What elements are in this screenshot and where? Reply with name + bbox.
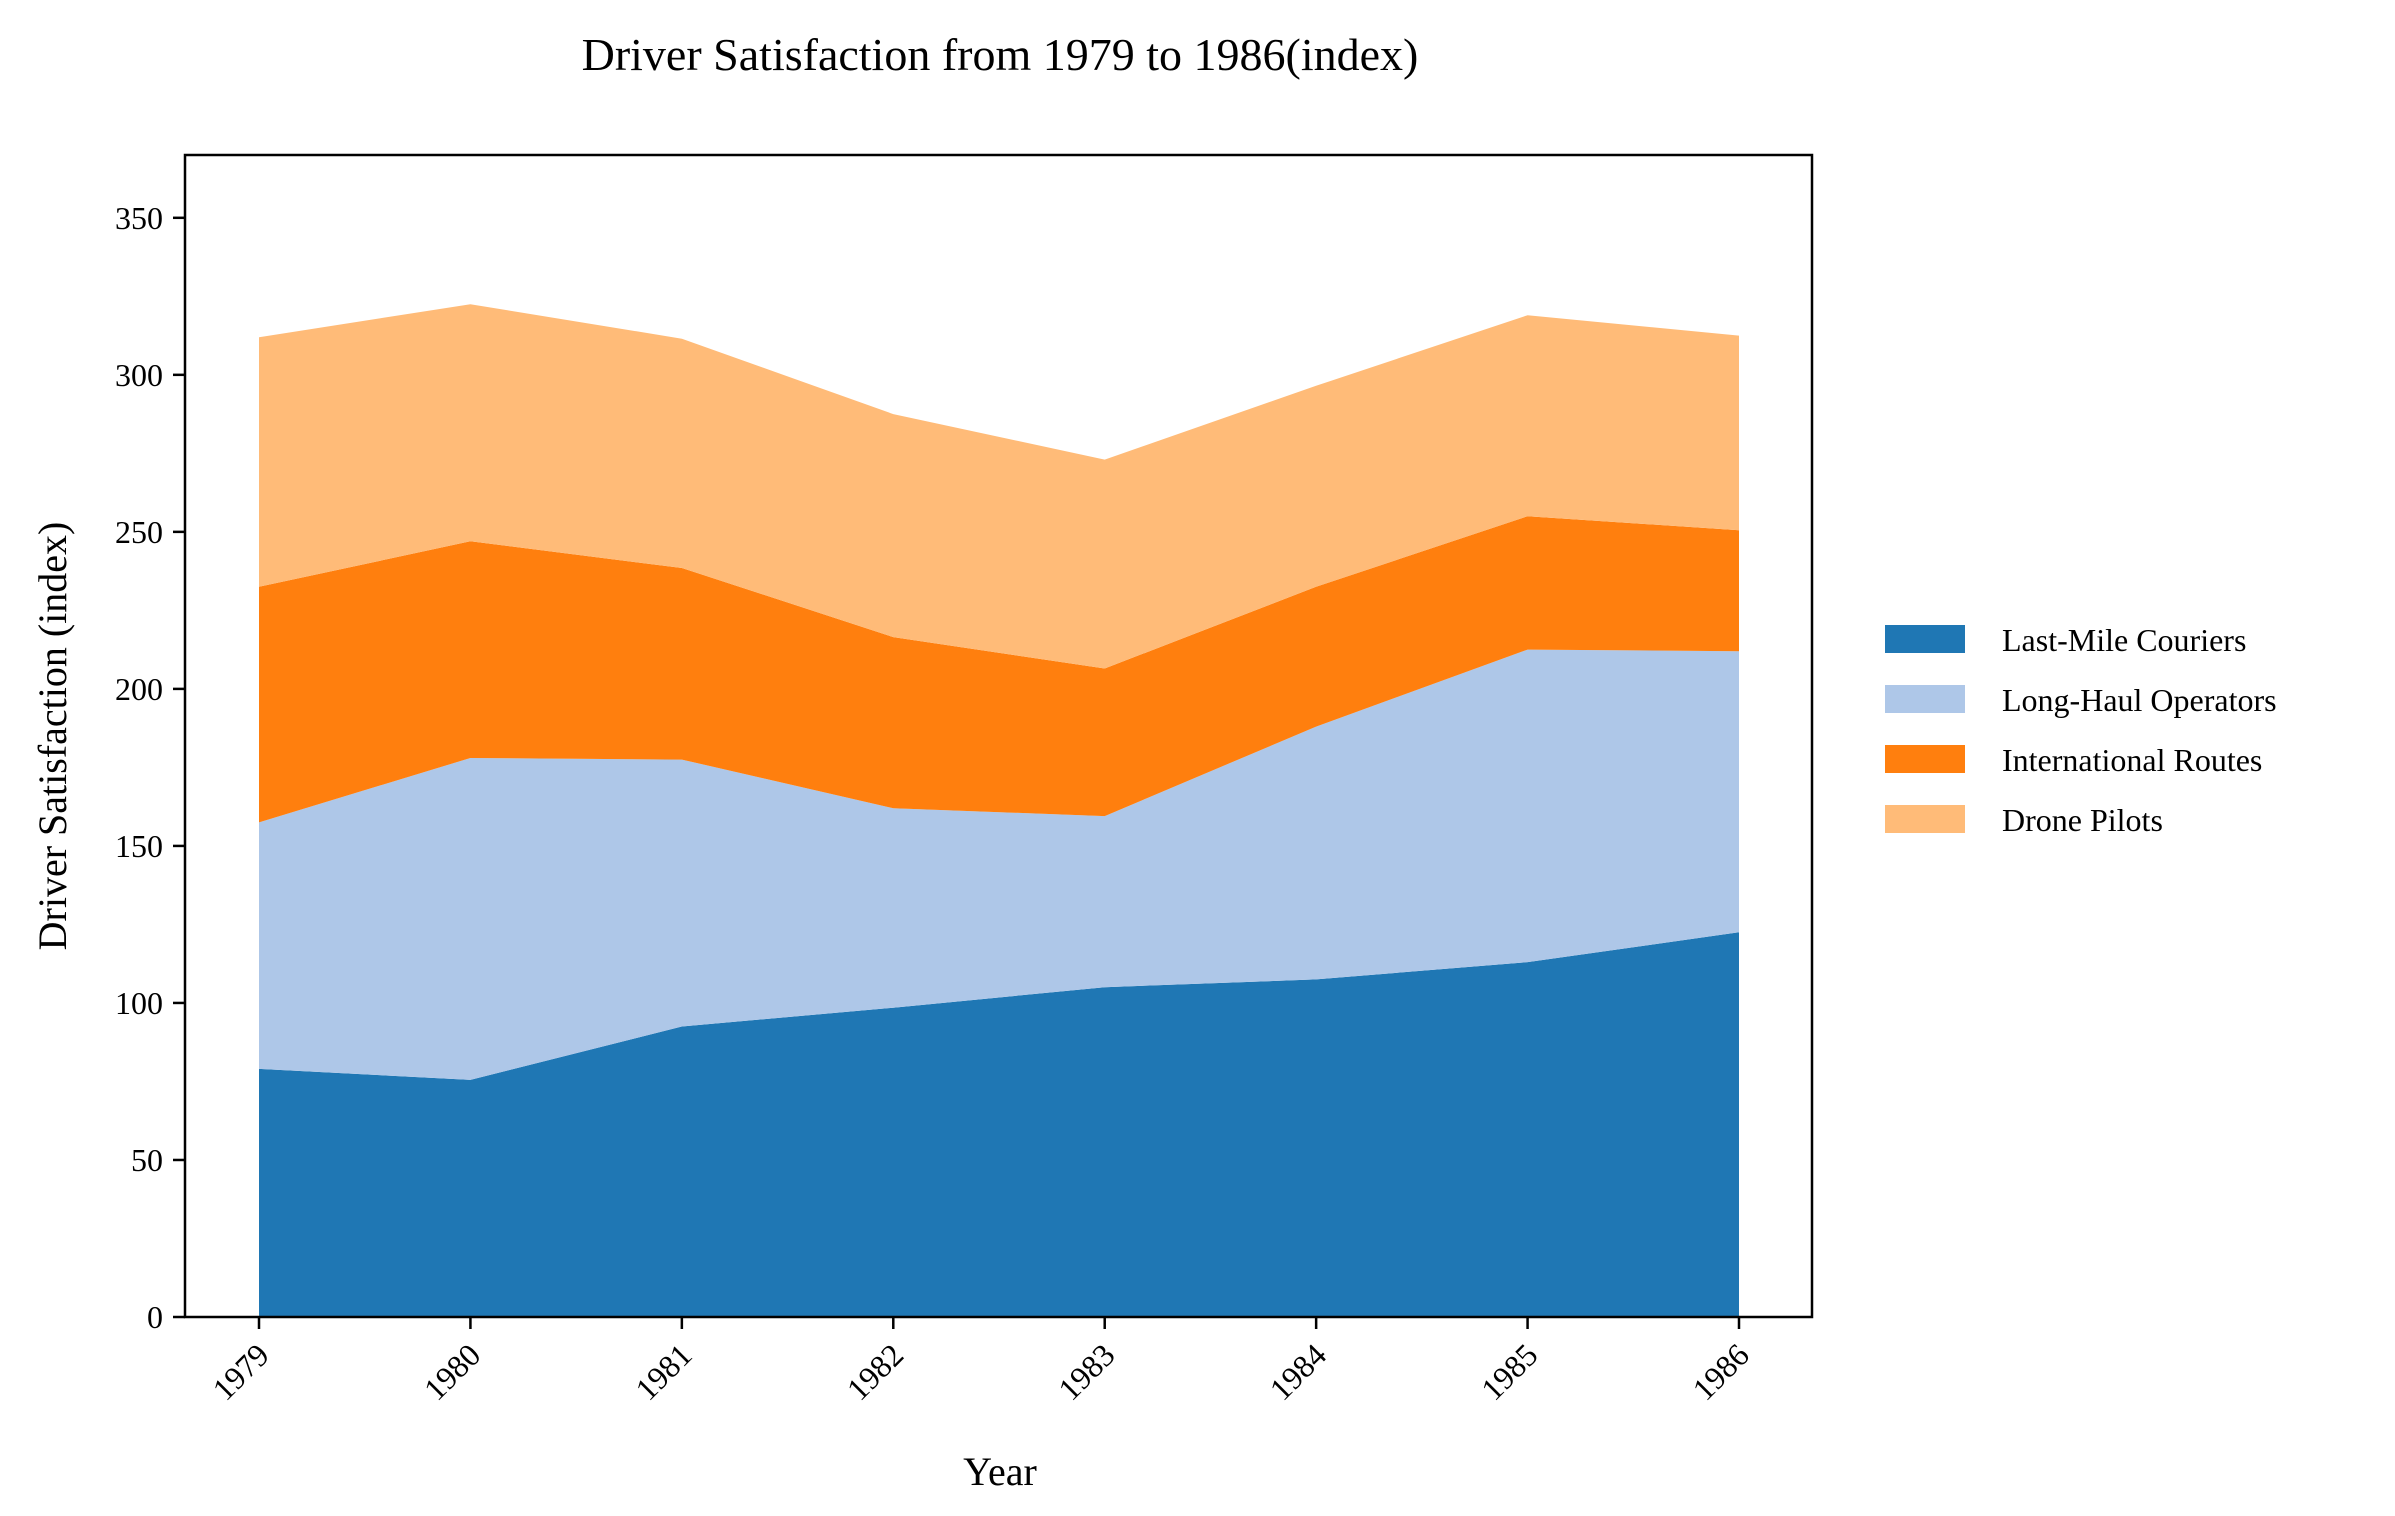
y-axis: 0 50 100 150 200 250 300 350 — [115, 200, 185, 1335]
x-axis: 1979 1980 1981 1982 1983 1984 1985 1986 — [205, 1317, 1756, 1407]
x-tick-label: 1984 — [1262, 1336, 1333, 1407]
legend-label: Long-Haul Operators — [2002, 682, 2277, 718]
y-tick-label: 0 — [147, 1299, 163, 1335]
y-tick-label: 250 — [115, 514, 163, 550]
plot-frame — [183, 153, 1814, 1319]
area-series-3 — [259, 304, 1739, 669]
x-tick-label: 1985 — [1474, 1336, 1545, 1407]
y-axis-label: Driver Satisfaction (index) — [30, 522, 75, 951]
legend-label: International Routes — [2002, 742, 2262, 778]
x-axis-label: Year — [963, 1449, 1037, 1494]
y-tick-label: 50 — [131, 1142, 163, 1178]
x-tick-label: 1982 — [840, 1336, 911, 1407]
legend-swatch — [1885, 685, 1965, 713]
legend-label: Drone Pilots — [2002, 802, 2163, 838]
area-series-0 — [259, 932, 1739, 1317]
legend-swatch — [1885, 625, 1965, 653]
x-tick-label: 1981 — [628, 1336, 699, 1407]
area-series-1 — [259, 649, 1739, 1080]
y-tick-label: 350 — [115, 200, 163, 236]
y-tick-label: 100 — [115, 985, 163, 1021]
y-tick-label: 200 — [115, 671, 163, 707]
x-tick-label: 1980 — [417, 1336, 488, 1407]
y-tick-label: 300 — [115, 357, 163, 393]
area-layers — [259, 304, 1739, 1317]
x-tick-label: 1986 — [1685, 1336, 1756, 1407]
legend-swatch — [1885, 805, 1965, 833]
legend-label: Last-Mile Couriers — [2002, 622, 2246, 658]
area-series-2 — [259, 516, 1739, 823]
y-tick-label: 150 — [115, 828, 163, 864]
chart-title: Driver Satisfaction from 1979 to 1986(in… — [582, 29, 1419, 80]
x-tick-label: 1983 — [1051, 1336, 1122, 1407]
x-tick-label: 1979 — [205, 1336, 276, 1407]
legend: Last-Mile Couriers Long-Haul Operators Int… — [1885, 622, 2277, 838]
legend-swatch — [1885, 745, 1965, 773]
